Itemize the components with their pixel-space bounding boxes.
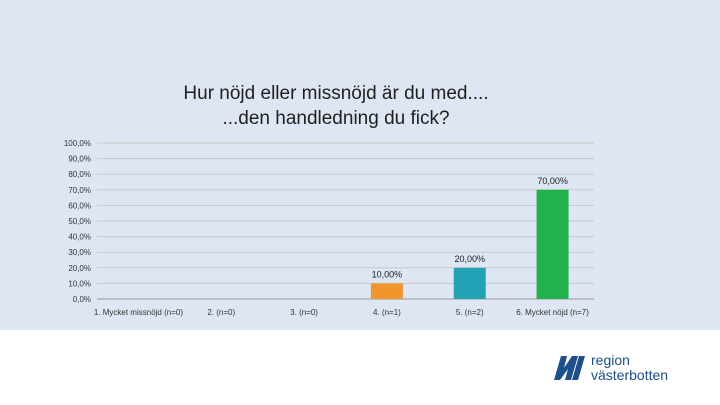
y-tick-label: 70,0%	[68, 186, 91, 195]
bar	[536, 189, 569, 299]
bar	[453, 267, 486, 299]
y-tick-label: 0,0%	[73, 295, 91, 304]
x-tick-label: 3. (n=0)	[290, 308, 318, 317]
y-tick-label: 60,0%	[68, 201, 91, 210]
bar-chart: 0,0% 10,0% 20,0% 30,0% 40,0% 50,0% 60,0% 70,0% 8…	[64, 139, 594, 317]
x-tick-label: 1. Mycket missnöjd (n=0)	[94, 308, 183, 317]
logo-wordmark: region västerbotten	[591, 353, 668, 383]
data-label: 70,00%	[537, 176, 568, 186]
y-tick-label: 50,0%	[68, 217, 91, 226]
y-tick-label: 40,0%	[68, 233, 91, 242]
y-tick-label: 20,0%	[68, 264, 91, 273]
x-tick-label: 5. (n=2)	[456, 308, 484, 317]
bar	[370, 283, 403, 299]
x-tick-label: 4. (n=1)	[373, 308, 401, 317]
y-tick-label: 10,0%	[68, 279, 91, 288]
y-tick-label: 90,0%	[68, 155, 91, 164]
region-vasterbotten-logo: region västerbotten	[552, 352, 702, 386]
data-label: 10,00%	[372, 269, 403, 279]
logo-line-2: västerbotten	[591, 367, 669, 383]
logo-line-1: region	[591, 352, 630, 368]
data-label: 20,00%	[454, 254, 485, 264]
chart-title-line-1: Hur nöjd eller missnöjd är du med....	[183, 83, 489, 104]
logo-mark-icon	[554, 356, 585, 380]
y-tick-label: 30,0%	[68, 248, 91, 257]
chart-title-line-2: ...den handledning du fick?	[222, 108, 450, 129]
y-tick-label: 100,0%	[64, 139, 91, 148]
chart-title: Hur nöjd eller missnöjd är du med.... ..…	[0, 81, 672, 131]
x-tick-label: 2. (n=0)	[207, 308, 235, 317]
x-tick-label: 6. Mycket nöjd (n=7)	[516, 308, 589, 317]
y-tick-label: 80,0%	[68, 170, 91, 179]
chart-panel: Hur nöjd eller missnöjd är du med.... ..…	[0, 0, 720, 330]
